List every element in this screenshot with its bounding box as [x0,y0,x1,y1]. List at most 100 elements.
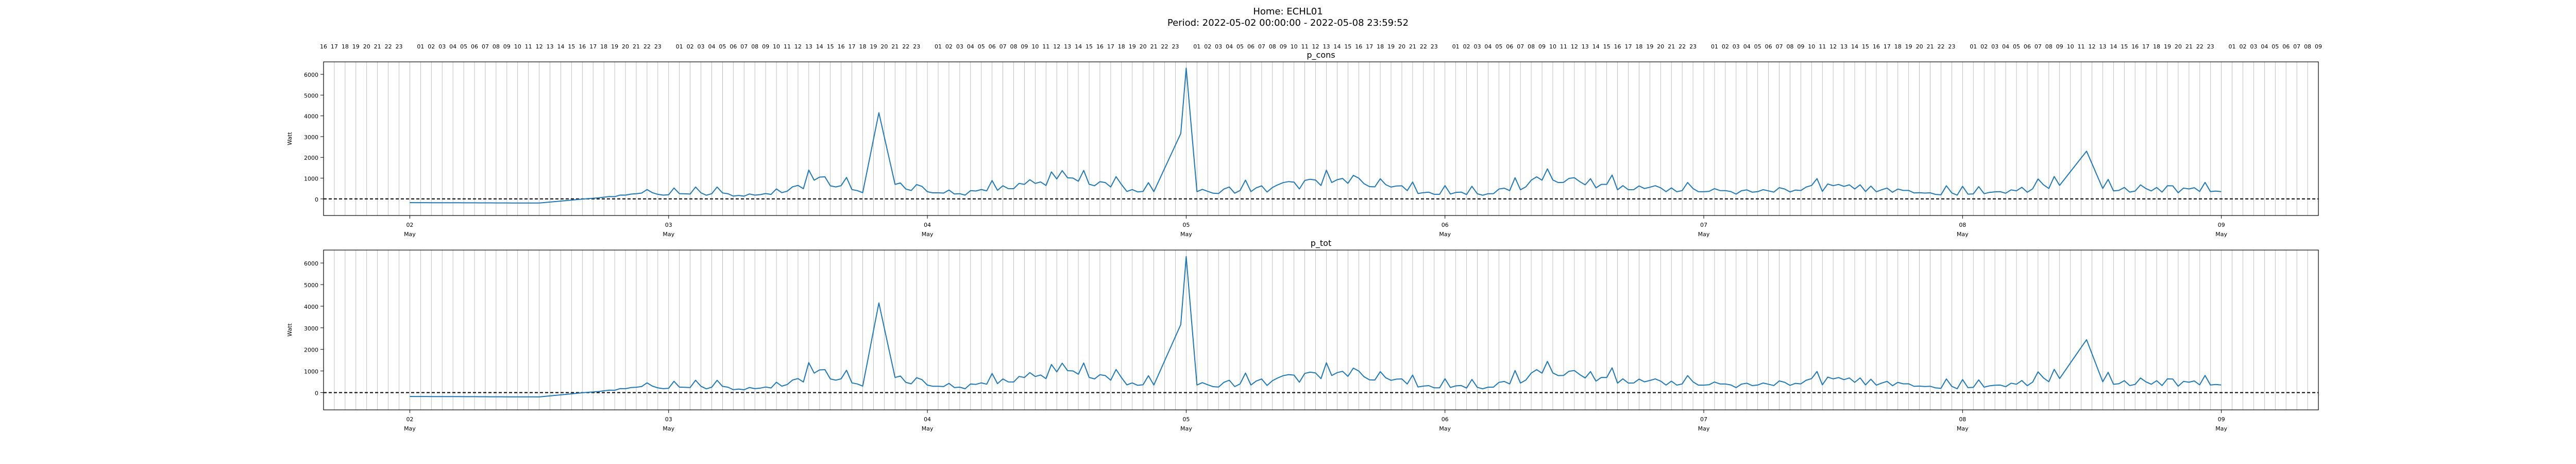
hour-tick-label: 18 [859,43,866,50]
hour-tick-label: 12 [1829,43,1837,50]
hour-tick-label: 19 [1646,43,1653,50]
hour-tick-label: 02 [1463,43,1470,50]
hour-tick-label: 13 [1064,43,1071,50]
hour-tick-label: 04 [967,43,974,50]
y-tick-label: 0 [315,196,318,203]
hour-tick-label: 20 [1657,43,1664,50]
hour-tick-label: 10 [514,43,521,50]
hour-tick-label: 08 [493,43,500,50]
hour-tick-label: 01 [1711,43,1718,50]
y-tick-label: 2000 [304,155,318,161]
hour-tick-label: 05 [460,43,467,50]
hour-tick-label: 20 [2175,43,2182,50]
hour-tick-label: 14 [1333,43,1341,50]
hour-tick-label: 06 [730,43,737,50]
hour-tick-label: 01 [1193,43,1200,50]
hour-tick-label: 06 [471,43,478,50]
hour-tick-label: 16 [320,43,327,50]
hour-tick-label: 06 [1247,43,1255,50]
hour-tick-label: 18 [1377,43,1384,50]
hour-tick-label: 06 [2282,43,2290,50]
hour-tick-label: 21 [891,43,899,50]
hour-tick-label: 13 [547,43,554,50]
hour-tick-label: 12 [1053,43,1060,50]
hour-tick-label: 17 [1107,43,1114,50]
hour-tick-label: 03 [1215,43,1222,50]
hour-tick-label: 05 [1754,43,1761,50]
hour-tick-label: 19 [1129,43,1136,50]
y-tick-label: 6000 [304,260,318,267]
hour-tick-label: 15 [1862,43,1869,50]
hour-tick-label: 03 [698,43,705,50]
hour-tick-label: 23 [654,43,662,50]
x-tick-day: 08 [1959,416,1966,423]
hour-tick-label: 17 [849,43,856,50]
hour-tick-label: 20 [1140,43,1147,50]
hour-tick-label: 12 [794,43,802,50]
hour-tick-label: 09 [1280,43,1287,50]
hour-tick-label: 15 [1086,43,1093,50]
hour-tick-label: 04 [2261,43,2268,50]
x-tick-day: 04 [924,222,931,228]
hour-tick-label: 16 [2131,43,2139,50]
hour-tick-label: 07 [1258,43,1265,50]
y-axis-label: Watt [286,323,293,337]
series-line [410,256,2222,397]
hour-tick-label: 04 [708,43,715,50]
hour-tick-label: 15 [1603,43,1611,50]
hour-tick-label: 02 [945,43,953,50]
chart-panels: 16 17 18 19 20 21 22 23 01 02 03 04 05 06 07 08 09 10 11 12… [286,43,2322,432]
hour-tick-label: 16 [1096,43,1104,50]
hour-tick-label: 16 [579,43,586,50]
hour-tick-label: 10 [1291,43,1298,50]
hour-tick-label: 07 [1517,43,1524,50]
hour-tick-label: 12 [1571,43,1578,50]
hour-tick-label: 08 [2045,43,2053,50]
hour-tick-label: 07 [740,43,748,50]
hour-tick-label: 18 [342,43,349,50]
hour-tick-label: 16 [1614,43,1621,50]
y-tick-label: 5000 [304,282,318,289]
hour-tick-label: 17 [331,43,338,50]
hour-tick-label: 08 [751,43,758,50]
hour-tick-label: 11 [525,43,532,50]
y-tick-label: 4000 [304,304,318,310]
hour-tick-label: 14 [1851,43,1858,50]
hour-tick-label: 18 [600,43,607,50]
panel-title: p_tot [1311,238,1332,248]
y-ticks: 0 1000 2000 3000 4000 5000 6000 [304,260,324,396]
hour-tick-label: 01 [2229,43,2236,50]
hour-tick-label: 02 [687,43,694,50]
hour-tick-label: 19 [870,43,877,50]
hour-tick-label: 20 [363,43,370,50]
hour-tick-label: 21 [633,43,640,50]
figure-title: Home: ECHL01 [1253,6,1323,17]
hour-tick-label: 19 [1387,43,1395,50]
x-tick-month: May [404,425,416,432]
y-tick-label: 3000 [304,325,318,332]
hour-tick-label: 18 [1894,43,1902,50]
series-line [410,68,2222,204]
x-tick-day: 08 [1959,222,1966,228]
hour-tick-label: 02 [2239,43,2246,50]
hour-tick-label: 23 [1948,43,1955,50]
hour-tick-label: 06 [1765,43,1772,50]
hour-tick-label: 22 [643,43,651,50]
hour-tick-label: 23 [2207,43,2214,50]
panel-p_cons: 16 17 18 19 20 21 22 23 01 02 03 04 05 06 07 08 09 10 11 12… [286,43,2322,238]
y-tick-label: 4000 [304,113,318,120]
x-tick-day: 09 [2218,222,2225,228]
y-tick-label: 3000 [304,134,318,141]
y-tick-label: 5000 [304,92,318,99]
hour-tick-label: 06 [1506,43,1513,50]
hour-tick-label: 22 [1420,43,1427,50]
hour-tick-label: 08 [1269,43,1276,50]
hour-tick-label: 10 [1031,43,1039,50]
hour-tick-label: 22 [902,43,909,50]
hour-tick-label: 04 [1226,43,1233,50]
hour-tick-label: 01 [935,43,942,50]
hour-tick-label: 10 [773,43,780,50]
hour-tick-label: 09 [2315,43,2322,50]
hour-tick-label: 04 [1484,43,1492,50]
hour-tick-label: 21 [1150,43,1158,50]
